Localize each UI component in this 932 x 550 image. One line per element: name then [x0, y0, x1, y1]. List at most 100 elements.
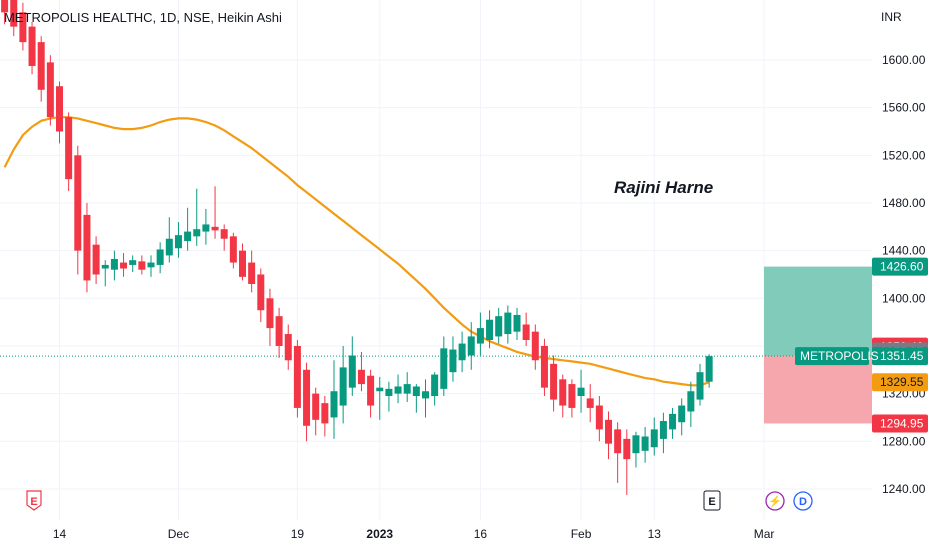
- candle: [385, 381, 393, 412]
- candle: [275, 307, 283, 358]
- candle-body: [669, 413, 677, 430]
- y-tick-label: 1400.00: [882, 291, 926, 305]
- candle-body: [705, 356, 713, 382]
- candle: [669, 407, 677, 439]
- event-marker-earnings[interactable]: E: [703, 490, 721, 511]
- candle-body: [550, 363, 558, 400]
- candle-body: [422, 391, 429, 399]
- candle-body: [202, 224, 210, 232]
- candle: [632, 431, 640, 468]
- candle: [239, 243, 246, 281]
- candle-body: [293, 345, 301, 408]
- candle-body: [440, 348, 448, 389]
- candle: [605, 411, 612, 460]
- candle: [376, 376, 384, 420]
- candle-body: [486, 319, 494, 341]
- candle-body: [174, 235, 182, 249]
- candle: [28, 21, 36, 75]
- symbol-tag-box: [795, 347, 869, 366]
- x-tick-label: 14: [53, 527, 67, 541]
- candle-body: [211, 226, 219, 231]
- candle: [101, 260, 109, 287]
- candle: [696, 363, 704, 406]
- event-marker-dividend[interactable]: D: [793, 491, 813, 511]
- candle-body: [37, 42, 45, 90]
- candle: [458, 331, 466, 373]
- candle: [659, 412, 667, 454]
- candle: [641, 426, 649, 463]
- candle: [165, 217, 173, 263]
- event-marker-split[interactable]: ⚡: [765, 491, 785, 511]
- candle: [348, 336, 356, 397]
- candle: [1, 0, 9, 25]
- x-tick-label: 16: [474, 527, 488, 541]
- candle-body: [385, 388, 393, 397]
- candles[interactable]: [1, 0, 713, 495]
- chart-title: METROPOLIS HEALTHC, 1D, NSE, Heikin Ashi: [4, 10, 282, 25]
- candle-body: [568, 384, 576, 408]
- candle: [138, 255, 146, 275]
- y-tick-label: 1280.00: [882, 434, 926, 448]
- candle-body: [120, 262, 128, 269]
- symbol-tag-label: METROPOLIS: [800, 349, 879, 363]
- candle-body: [138, 261, 146, 270]
- author-watermark: Rajini Harne: [614, 178, 713, 197]
- candle: [705, 354, 713, 388]
- candle-body: [595, 405, 603, 430]
- candle-body: [239, 250, 246, 277]
- price-tag-label: 1329.55: [880, 375, 924, 389]
- candle: [10, 0, 18, 37]
- x-tick-label: 2023: [366, 527, 393, 541]
- candle-body: [303, 369, 311, 426]
- y-tick-label: 1240.00: [882, 482, 926, 496]
- candle-body: [156, 249, 164, 265]
- candle-body: [147, 262, 155, 268]
- candle: [284, 324, 292, 370]
- earnings-icon: [26, 490, 42, 511]
- candle-body: [687, 391, 695, 412]
- candle-body: [577, 387, 585, 397]
- candle: [476, 312, 484, 356]
- candle: [678, 398, 686, 436]
- candle: [257, 268, 265, 323]
- candle-body: [312, 393, 320, 420]
- candle: [184, 207, 192, 251]
- candle-body: [74, 155, 82, 251]
- candle: [513, 307, 521, 341]
- candle: [56, 81, 63, 144]
- candle-body: [449, 349, 457, 373]
- candle-body: [129, 260, 137, 265]
- candle-body: [339, 367, 347, 406]
- candle: [211, 186, 219, 239]
- earnings-icon: [703, 490, 721, 511]
- candle: [440, 336, 448, 397]
- candle: [394, 374, 402, 404]
- candle-body: [458, 343, 466, 361]
- candle-body: [659, 421, 667, 439]
- candle: [650, 417, 658, 456]
- event-markers[interactable]: E E ⚡ D: [26, 490, 813, 511]
- candle: [129, 255, 137, 273]
- candle-body: [678, 405, 686, 423]
- currency-label: INR: [881, 10, 902, 24]
- candle-body: [229, 236, 237, 263]
- candle-body: [92, 244, 100, 275]
- time-axis[interactable]: 14 Dec 19 2023 16 Feb 13 Mar: [53, 527, 775, 541]
- y-tick-label: 1440.00: [882, 244, 926, 258]
- candle: [550, 355, 558, 412]
- candle-body: [495, 316, 503, 337]
- candle: [467, 322, 475, 370]
- candle-body: [394, 386, 402, 394]
- candle-body: [110, 258, 118, 270]
- candle: [431, 372, 439, 406]
- candle: [248, 250, 256, 293]
- event-marker-earnings-red[interactable]: E: [26, 490, 42, 511]
- y-tick-label: 1560.00: [882, 101, 926, 115]
- candle-body: [476, 328, 484, 344]
- candle-body: [321, 403, 329, 424]
- event-letter: E: [708, 496, 715, 508]
- candle: [19, 2, 27, 51]
- price-tag-box: [872, 257, 928, 276]
- candle: [83, 202, 91, 293]
